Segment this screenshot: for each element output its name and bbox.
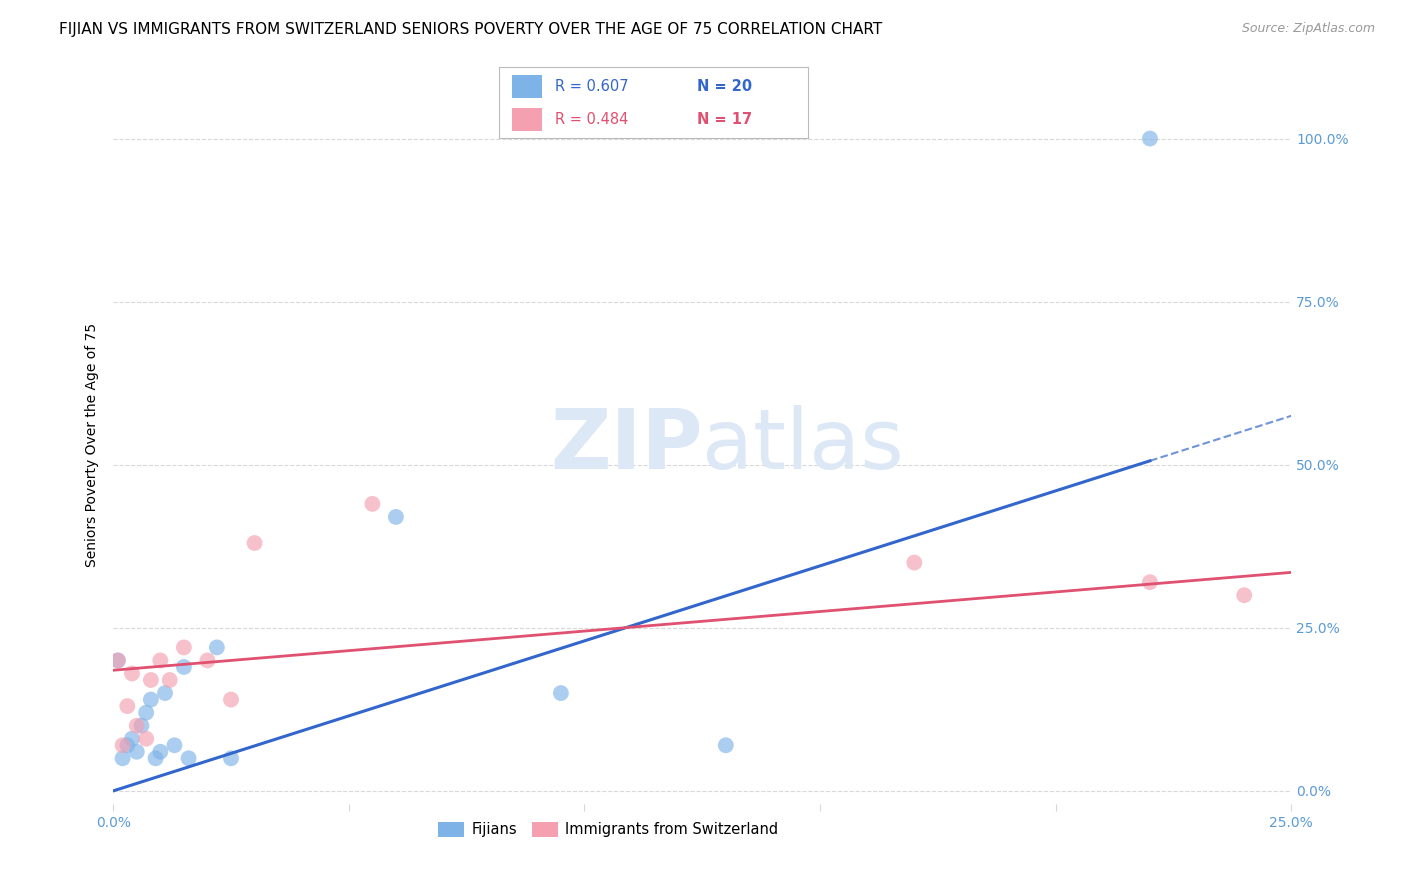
Point: [121, 731, 143, 746]
Text: ZIP: ZIP: [550, 405, 702, 485]
Point: [107, 653, 129, 667]
Text: Source: ZipAtlas.com: Source: ZipAtlas.com: [1241, 22, 1375, 36]
Point: [139, 692, 162, 706]
Point: [117, 699, 139, 714]
Point: [149, 745, 172, 759]
FancyBboxPatch shape: [512, 76, 543, 98]
Text: N = 17: N = 17: [697, 112, 752, 128]
Point: [1139, 575, 1161, 590]
Point: [163, 738, 186, 752]
Point: [197, 653, 219, 667]
Point: [135, 731, 157, 746]
Y-axis label: Seniors Poverty Over the Age of 75: Seniors Poverty Over the Age of 75: [86, 323, 100, 567]
Point: [131, 719, 153, 733]
Point: [153, 686, 176, 700]
Point: [219, 692, 242, 706]
Point: [159, 673, 181, 687]
Point: [149, 653, 172, 667]
Point: [1233, 588, 1256, 602]
Legend: Fijians, Immigrants from Switzerland: Fijians, Immigrants from Switzerland: [432, 816, 785, 843]
Point: [361, 497, 384, 511]
Point: [219, 751, 242, 765]
Text: R = 0.607: R = 0.607: [555, 79, 628, 95]
Point: [1139, 131, 1161, 145]
FancyBboxPatch shape: [512, 108, 543, 131]
Point: [111, 738, 134, 752]
Point: [903, 556, 925, 570]
Text: N = 20: N = 20: [697, 79, 752, 95]
Point: [205, 640, 228, 655]
Point: [117, 738, 139, 752]
Point: [107, 653, 129, 667]
Point: [125, 719, 148, 733]
Point: [177, 751, 200, 765]
Point: [173, 660, 195, 674]
Point: [714, 738, 737, 752]
Point: [173, 640, 195, 655]
Point: [550, 686, 572, 700]
Point: [121, 666, 143, 681]
Point: [243, 536, 266, 550]
Text: R = 0.484: R = 0.484: [555, 112, 628, 128]
Point: [139, 673, 162, 687]
Text: atlas: atlas: [702, 405, 904, 485]
Point: [385, 510, 408, 524]
Point: [111, 751, 134, 765]
Point: [145, 751, 167, 765]
Point: [135, 706, 157, 720]
Text: FIJIAN VS IMMIGRANTS FROM SWITZERLAND SENIORS POVERTY OVER THE AGE OF 75 CORRELA: FIJIAN VS IMMIGRANTS FROM SWITZERLAND SE…: [59, 22, 883, 37]
Point: [125, 745, 148, 759]
